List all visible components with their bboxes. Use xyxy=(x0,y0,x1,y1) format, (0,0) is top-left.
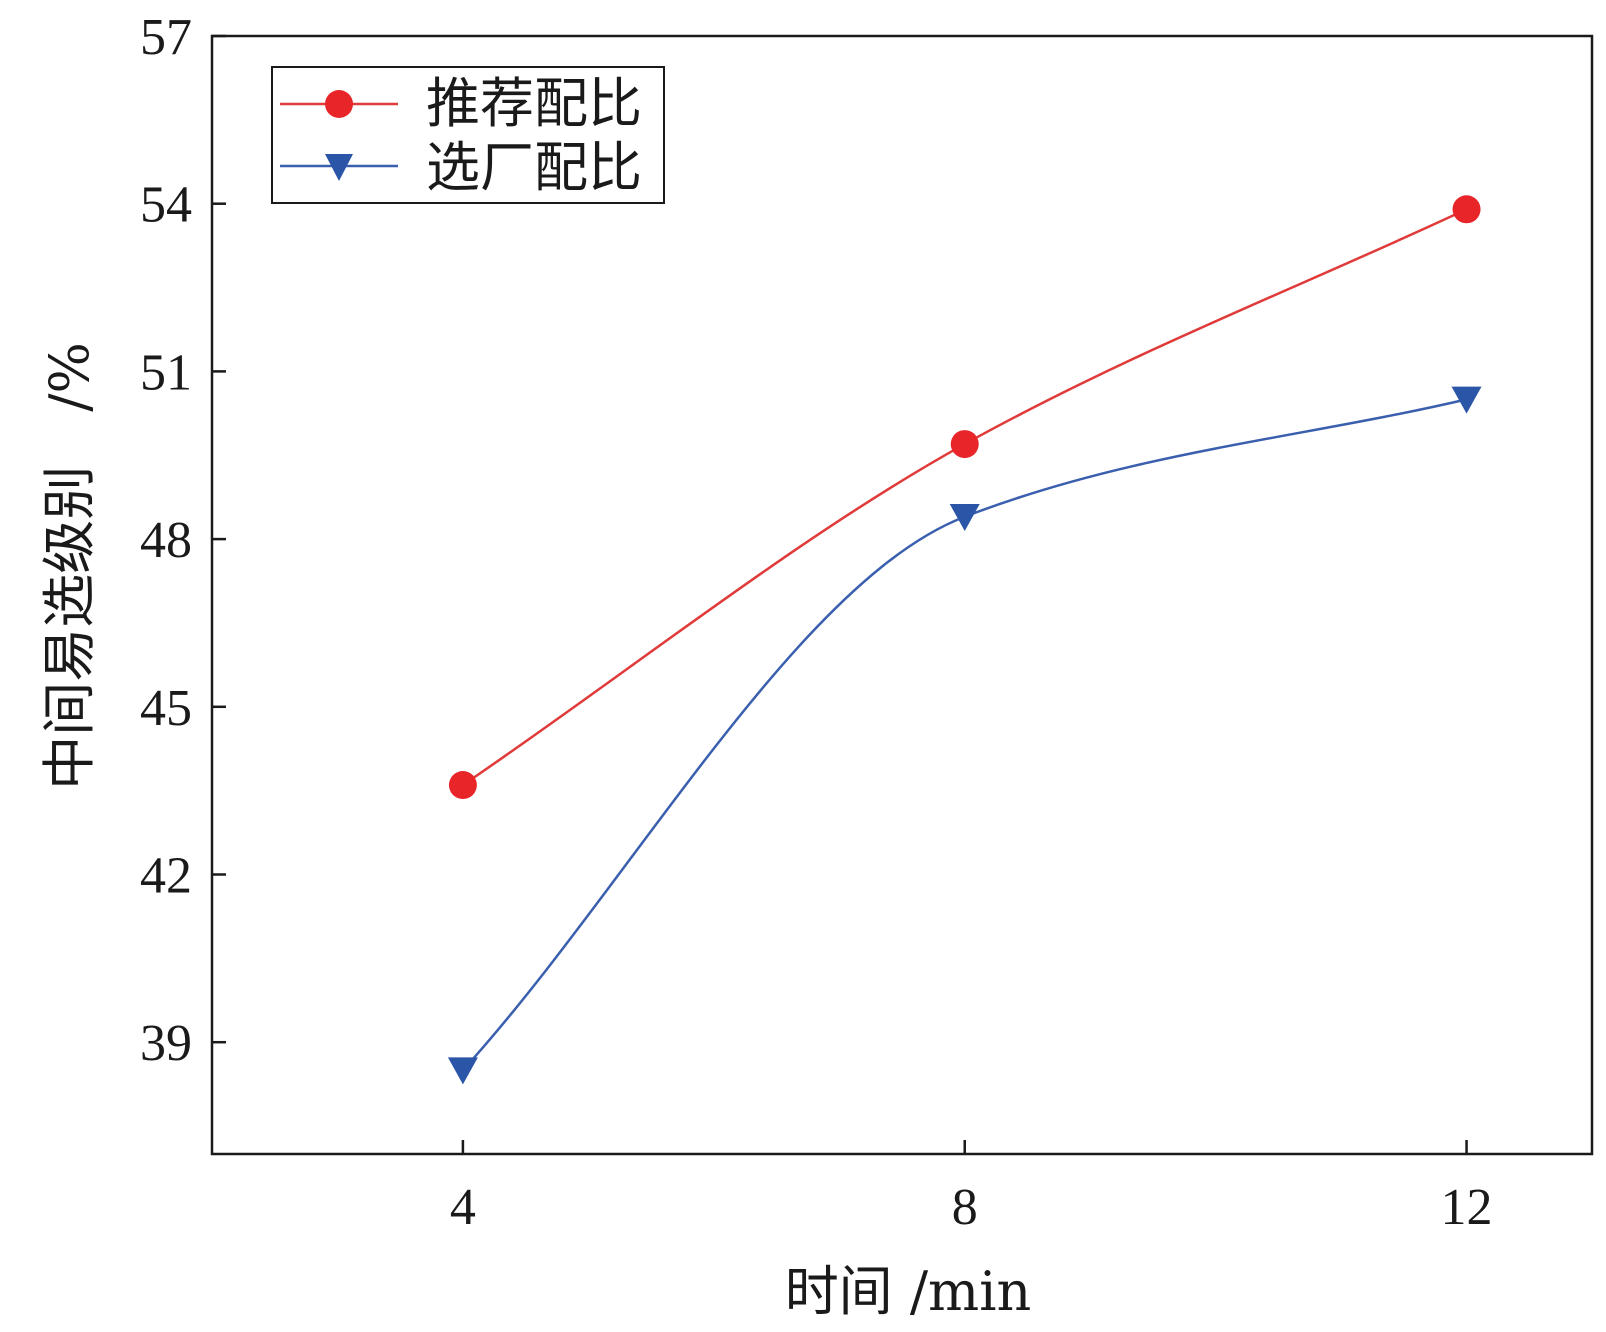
legend-marker-plant xyxy=(325,154,353,181)
legend-label-recommended: 推荐配比 xyxy=(426,72,642,135)
y-tick-label: 39 xyxy=(140,1015,192,1072)
y-axis-title: 中间易选级别 /% xyxy=(38,342,101,790)
x-axis-title: 时间 /min xyxy=(785,1260,1032,1323)
data-point-triangle xyxy=(949,503,980,531)
legend-marker-recommended xyxy=(325,90,353,118)
data-point-circle xyxy=(1452,195,1481,224)
x-tick-label: 8 xyxy=(952,1179,978,1236)
y-tick-label: 54 xyxy=(140,177,192,234)
legend: 推荐配比 选厂配比 xyxy=(271,66,665,204)
y-tick-label: 48 xyxy=(140,512,192,569)
series-line-1 xyxy=(462,208,1468,787)
data-point-circle xyxy=(448,771,477,800)
legend-box xyxy=(271,66,665,204)
series-layer xyxy=(447,195,1482,1085)
y-tick-label: 57 xyxy=(140,9,192,66)
series-line-2 xyxy=(461,398,1467,1071)
y-tick-label: 42 xyxy=(140,848,192,905)
legend-label-plant: 选厂配比 xyxy=(426,136,642,199)
y-tick-label: 51 xyxy=(140,344,192,401)
y-tick-label: 45 xyxy=(140,680,192,737)
data-point-triangle xyxy=(1451,386,1482,414)
plot-frame xyxy=(210,34,1594,1156)
data-point-triangle xyxy=(447,1057,478,1085)
data-point-circle xyxy=(950,430,979,459)
x-tick-label: 4 xyxy=(450,1179,476,1236)
x-tick-label: 12 xyxy=(1441,1179,1493,1236)
